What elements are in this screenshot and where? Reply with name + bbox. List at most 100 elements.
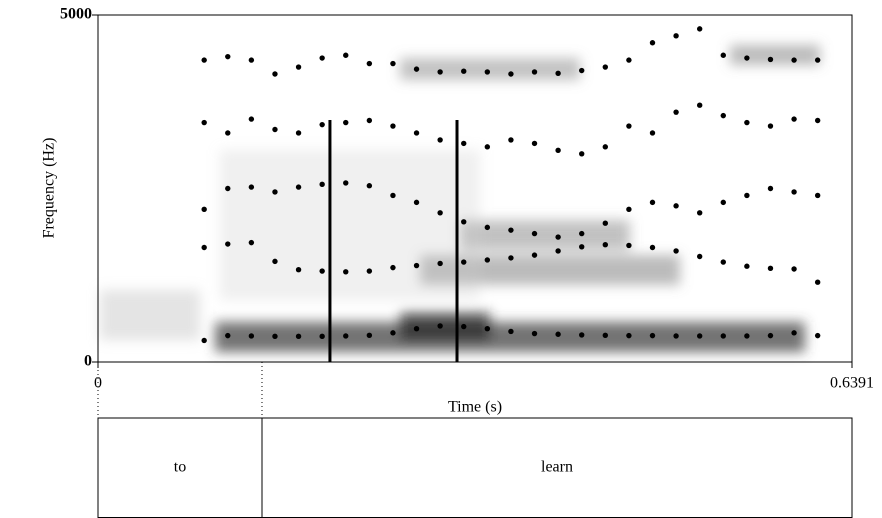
formant-point (225, 185, 231, 192)
formant-point (673, 248, 679, 254)
formant-point (248, 57, 255, 63)
formant-point (814, 57, 821, 63)
formant-point (649, 130, 656, 136)
formant-point (343, 269, 349, 275)
formant-point (744, 55, 750, 61)
formant-point (626, 123, 632, 129)
formant-point (319, 333, 325, 340)
formant-point (201, 337, 207, 344)
formant-point (579, 244, 585, 250)
interval-label: learn (541, 458, 573, 475)
formant-point (366, 60, 373, 67)
formant-point (413, 262, 420, 269)
formant-point (508, 227, 514, 233)
formant-point (626, 332, 632, 339)
formant-point (791, 189, 797, 195)
formant-point (744, 119, 750, 126)
formant-point (508, 137, 514, 143)
formant-point (720, 52, 726, 58)
y-axis-label: Frequency (Hz) (41, 138, 58, 239)
formant-point (814, 279, 821, 285)
x-axis-label: Time (s) (448, 399, 502, 416)
formant-point (413, 325, 420, 332)
formant-point (343, 180, 349, 186)
formant-point (319, 181, 325, 188)
formant-point (626, 206, 632, 213)
formant-point (366, 332, 373, 338)
formant-point (720, 333, 726, 339)
plot-frame (97, 14, 853, 363)
formant-point (343, 119, 349, 126)
formant-point (484, 257, 491, 263)
formant-point (248, 239, 255, 246)
formant-point (366, 183, 373, 189)
formant-point (531, 140, 538, 147)
formant-point (461, 323, 467, 330)
formant-point (814, 117, 821, 124)
formant-point (248, 333, 255, 339)
formant-point (390, 60, 396, 67)
formant-point (531, 230, 538, 237)
formant-point (272, 71, 278, 77)
formant-point (602, 144, 609, 150)
formant-point (413, 130, 420, 136)
formant-point (343, 333, 349, 339)
formant-point (413, 199, 420, 206)
formant-point (744, 333, 750, 339)
formant-point (437, 210, 443, 216)
formant-point (272, 189, 278, 195)
formant-point (461, 68, 467, 74)
formant-point (508, 328, 514, 335)
formant-point (248, 116, 255, 122)
y-tick-label: 0 (84, 353, 92, 370)
formant-point (272, 126, 278, 133)
formant-point (744, 263, 750, 269)
formant-point (531, 69, 538, 75)
formant-point (484, 224, 491, 231)
formant-point (390, 264, 396, 271)
formant-point (767, 332, 774, 339)
formant-point (461, 259, 467, 265)
formant-point (649, 199, 656, 206)
formant-point (295, 333, 302, 340)
formant-point (602, 242, 609, 248)
formant-point (295, 64, 302, 70)
formant-point (579, 151, 585, 157)
formant-point (579, 332, 585, 338)
formant-point (673, 203, 679, 209)
formant-point (673, 33, 679, 39)
formant-point (225, 332, 231, 339)
formant-point (508, 71, 514, 77)
formant-point (437, 69, 443, 75)
formant-point (484, 69, 491, 75)
formant-point (767, 123, 774, 129)
formant-point (437, 260, 443, 267)
formant-point (484, 325, 491, 332)
formant-point (555, 331, 561, 337)
formant-point (602, 64, 609, 70)
formant-point (673, 333, 679, 339)
formant-point (649, 332, 656, 339)
formant-point (508, 255, 514, 261)
formant-point (201, 119, 207, 126)
formant-point (626, 57, 632, 63)
formant-point (319, 121, 325, 128)
formant-point (791, 116, 797, 122)
x-tick-label: 0.6391 (830, 375, 874, 392)
formant-point (461, 219, 467, 225)
formant-point (720, 199, 726, 206)
formant-point (720, 112, 726, 119)
formant-point (555, 248, 561, 254)
formant-point (531, 330, 538, 337)
formant-point (413, 66, 420, 72)
formant-point (696, 26, 703, 32)
formant-point (555, 70, 561, 76)
formant-point (696, 210, 703, 216)
formant-point (696, 253, 703, 260)
formant-point (649, 244, 656, 251)
formant-point (673, 109, 679, 115)
formant-point (602, 332, 609, 338)
formant-point (791, 266, 797, 272)
